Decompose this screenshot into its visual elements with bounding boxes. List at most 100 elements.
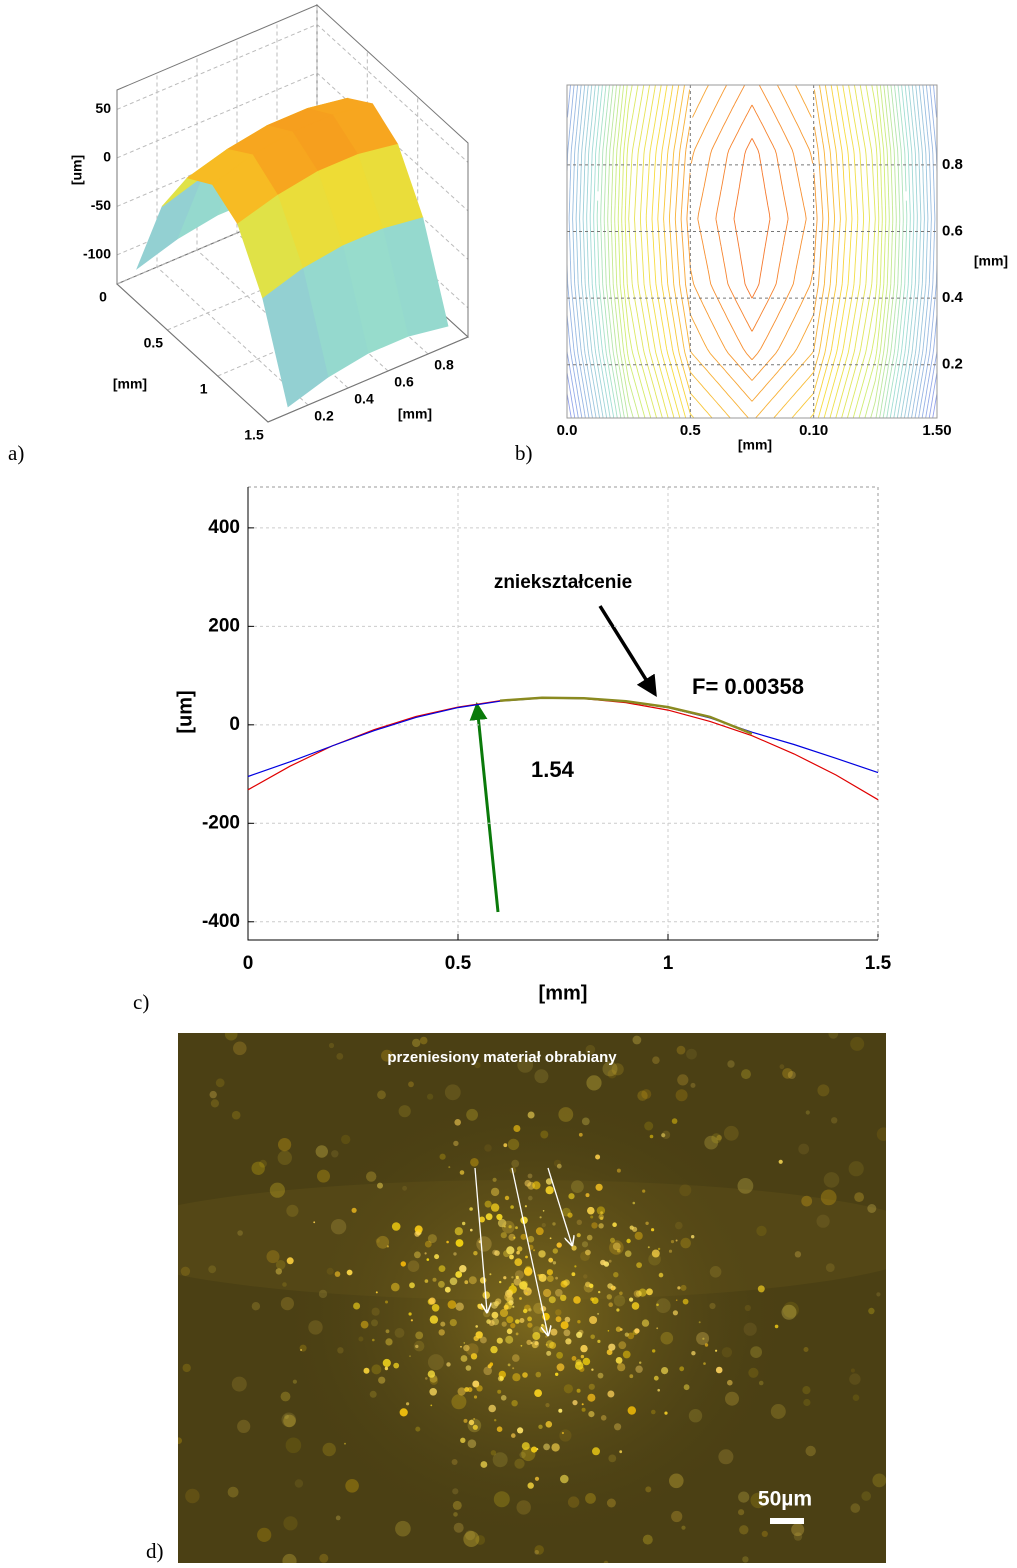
speckle bbox=[876, 1127, 886, 1141]
speckle bbox=[517, 1057, 534, 1073]
speckle bbox=[527, 1482, 534, 1489]
speckle bbox=[545, 1403, 550, 1408]
speckle bbox=[440, 1321, 446, 1327]
speckle bbox=[571, 1245, 577, 1251]
x-tick-label: 1 bbox=[663, 953, 674, 974]
speckle bbox=[622, 1350, 631, 1359]
series-line bbox=[247, 697, 879, 801]
speckle bbox=[657, 1247, 661, 1251]
speckle bbox=[475, 1535, 486, 1545]
speckle bbox=[519, 1451, 526, 1459]
x-tick-label: 0.5 bbox=[680, 422, 701, 439]
speckle bbox=[624, 1332, 629, 1337]
speckle bbox=[504, 1302, 513, 1310]
speckle bbox=[581, 1241, 589, 1248]
y-tick-label: 200 bbox=[208, 615, 240, 636]
speckle bbox=[454, 1227, 463, 1236]
speckle bbox=[269, 1182, 285, 1198]
speckle bbox=[609, 1240, 624, 1255]
speckle bbox=[521, 1446, 536, 1462]
speckle bbox=[688, 1409, 703, 1423]
speckle bbox=[624, 1250, 632, 1257]
y-tick-label: 0.2 bbox=[314, 408, 334, 424]
speckle bbox=[715, 1366, 723, 1374]
speckle bbox=[510, 1205, 514, 1209]
speckle bbox=[224, 1033, 238, 1041]
speckle bbox=[552, 1261, 557, 1265]
speckle bbox=[658, 1272, 664, 1278]
speckle bbox=[709, 1266, 722, 1278]
speckle bbox=[521, 1442, 530, 1451]
speckle bbox=[520, 1233, 527, 1240]
speckle bbox=[718, 1449, 734, 1465]
speckle bbox=[522, 1372, 528, 1378]
speckle bbox=[451, 1394, 467, 1410]
speckle bbox=[550, 1259, 553, 1262]
speckle bbox=[490, 1345, 498, 1354]
contour-line bbox=[593, 84, 911, 419]
speckle bbox=[454, 1119, 462, 1126]
contour-line bbox=[628, 84, 876, 419]
speckle bbox=[588, 1411, 595, 1418]
speckle bbox=[627, 1332, 635, 1340]
speckle bbox=[549, 1341, 557, 1349]
speckle bbox=[358, 1336, 364, 1342]
speckle bbox=[761, 1530, 768, 1537]
speckle bbox=[438, 1280, 445, 1288]
speckle bbox=[737, 1178, 754, 1194]
speckle bbox=[825, 1263, 835, 1272]
speckle bbox=[464, 1280, 469, 1285]
annotation: F= 0.00358 bbox=[692, 674, 804, 699]
speckle bbox=[600, 1415, 607, 1421]
speckle bbox=[444, 1286, 451, 1293]
speckle bbox=[565, 1338, 572, 1345]
speckle bbox=[492, 1452, 508, 1468]
speckle bbox=[345, 1479, 359, 1493]
speckle bbox=[591, 1368, 594, 1371]
speckle bbox=[779, 1064, 785, 1070]
speckle bbox=[528, 1308, 532, 1312]
speckle bbox=[467, 1439, 477, 1448]
speckle bbox=[576, 1233, 581, 1238]
speckle bbox=[527, 1316, 532, 1322]
speckle bbox=[534, 1389, 542, 1397]
surface-cell bbox=[262, 268, 329, 408]
speckle bbox=[424, 1279, 429, 1283]
speckle bbox=[602, 1061, 618, 1077]
contour-line bbox=[586, 84, 918, 419]
speckle bbox=[538, 1424, 543, 1430]
speckle bbox=[470, 1158, 479, 1167]
speckle bbox=[515, 1319, 520, 1324]
speckle bbox=[514, 1458, 525, 1469]
speckle bbox=[591, 1297, 599, 1304]
speckle bbox=[399, 1408, 408, 1417]
speckle bbox=[519, 1318, 525, 1323]
speckle bbox=[473, 1251, 478, 1256]
speckle bbox=[850, 1368, 855, 1373]
speckle bbox=[430, 1404, 433, 1407]
speckle bbox=[455, 1271, 463, 1278]
speckle bbox=[331, 1150, 339, 1158]
speckle bbox=[534, 1341, 539, 1346]
speckle bbox=[398, 1105, 411, 1118]
speckle bbox=[283, 1414, 296, 1428]
grid-line bbox=[236, 39, 389, 372]
speckle bbox=[425, 1377, 428, 1380]
speckle bbox=[600, 1211, 603, 1214]
speckle bbox=[377, 1182, 383, 1189]
speckle bbox=[414, 1251, 421, 1259]
speckle bbox=[514, 1270, 524, 1280]
speckle bbox=[632, 1035, 642, 1045]
speckle bbox=[499, 1280, 502, 1284]
speckle bbox=[465, 1365, 472, 1371]
speckle bbox=[568, 1339, 571, 1342]
speckle bbox=[400, 1261, 406, 1267]
speckle bbox=[402, 1185, 407, 1191]
speckle bbox=[513, 1125, 521, 1132]
speckle bbox=[641, 1089, 652, 1100]
speckle bbox=[519, 1281, 528, 1290]
speckle bbox=[675, 1221, 683, 1230]
speckle bbox=[470, 1353, 478, 1360]
speckle bbox=[533, 1249, 536, 1252]
speckle bbox=[679, 1366, 685, 1372]
